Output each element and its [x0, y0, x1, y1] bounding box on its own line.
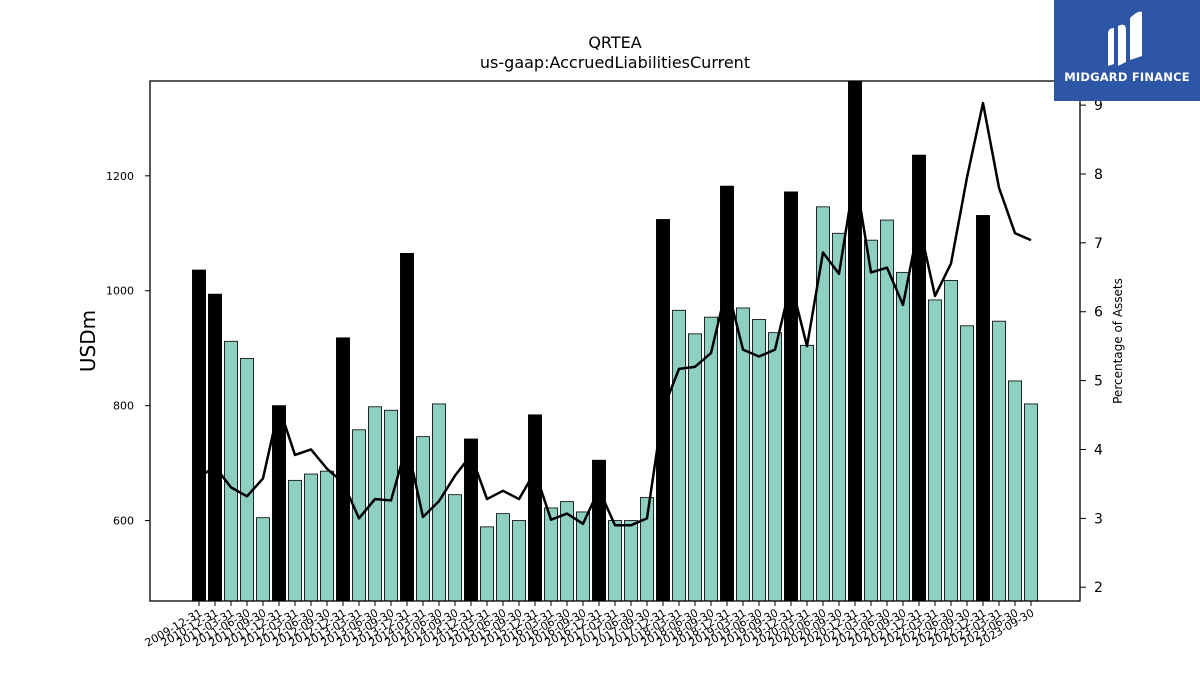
bar-7: [304, 473, 318, 602]
bar-14: [416, 436, 430, 602]
bar-12: [384, 409, 398, 602]
bar-6: [288, 479, 302, 602]
bar-18: [480, 526, 494, 602]
bar-33: [720, 185, 734, 602]
bar-50: [992, 320, 1006, 602]
bar-21: [528, 414, 542, 602]
bar-49: [976, 215, 990, 602]
bar-16: [448, 494, 462, 602]
y-tick-label: 1200: [106, 170, 134, 183]
y2-tick-label: 3: [1094, 511, 1103, 527]
bar-48: [960, 325, 974, 602]
bar-32: [704, 316, 718, 602]
bar-35: [752, 319, 766, 602]
logo-mark-icon: [1108, 11, 1142, 67]
bar-30: [672, 309, 686, 602]
y2-tick-label: 9: [1094, 98, 1103, 114]
bar-36: [768, 332, 782, 602]
y2-tick-label: 8: [1094, 167, 1103, 183]
y2-tick-label: 5: [1094, 374, 1103, 390]
y-tick-label: 600: [113, 515, 134, 528]
bar-1: [208, 293, 222, 602]
bar-42: [864, 239, 878, 602]
bar-37: [784, 191, 798, 602]
midgard-finance-logo: MIDGARD FINANCE: [1054, 0, 1200, 101]
bar-20: [512, 520, 526, 602]
bar-13: [400, 252, 414, 602]
bar-4: [256, 517, 270, 602]
chart-title: QRTEA: [588, 33, 641, 52]
bar-39: [816, 206, 830, 602]
bar-27: [624, 520, 638, 602]
y2-tick-label: 6: [1094, 305, 1103, 321]
bar-19: [496, 513, 510, 602]
bar-40: [832, 232, 846, 602]
x-axis: 2009-12-312010-12-312011-03-312011-06-30…: [143, 601, 1037, 650]
bar-3: [240, 358, 254, 602]
line-layer: [198, 101, 1032, 527]
y2-tick-label: 7: [1094, 236, 1103, 252]
bar-24: [576, 511, 590, 602]
bar-0: [192, 269, 206, 602]
bar-5: [272, 405, 286, 602]
y-axis-label: USDm: [76, 310, 100, 372]
bar-46: [928, 299, 942, 602]
bar-9: [336, 337, 350, 602]
chart-subtitle: us-gaap:AccruedLiabilitiesCurrent: [480, 53, 750, 72]
bar-26: [608, 520, 622, 602]
bar-22: [544, 507, 558, 602]
y2-tick-label: 2: [1094, 580, 1103, 596]
bar-52: [1024, 403, 1038, 602]
y-tick-label: 800: [113, 400, 134, 413]
bar-31: [688, 333, 702, 602]
bar-45: [912, 154, 926, 602]
y2-axis-label: Percentage of Assets: [1111, 278, 1125, 404]
y-axis-right: 2 3 4 5 6 7 8 9: [1080, 98, 1103, 596]
bar-17: [464, 438, 478, 602]
pct-of-assets-line: [198, 101, 1032, 527]
y-tick-label: 1000: [106, 285, 134, 298]
bar-41: [848, 80, 862, 602]
bar-8: [320, 470, 334, 602]
bar-44: [896, 271, 910, 602]
bar-51: [1008, 380, 1022, 602]
logo-text: MIDGARD FINANCE: [1064, 70, 1190, 84]
bar-2: [224, 340, 238, 602]
y2-tick-label: 4: [1094, 442, 1103, 458]
bar-47: [944, 279, 958, 602]
bar-38: [800, 344, 814, 602]
bar-25: [592, 459, 606, 602]
y-axis-left: 600 800 1000 1200: [106, 170, 150, 528]
